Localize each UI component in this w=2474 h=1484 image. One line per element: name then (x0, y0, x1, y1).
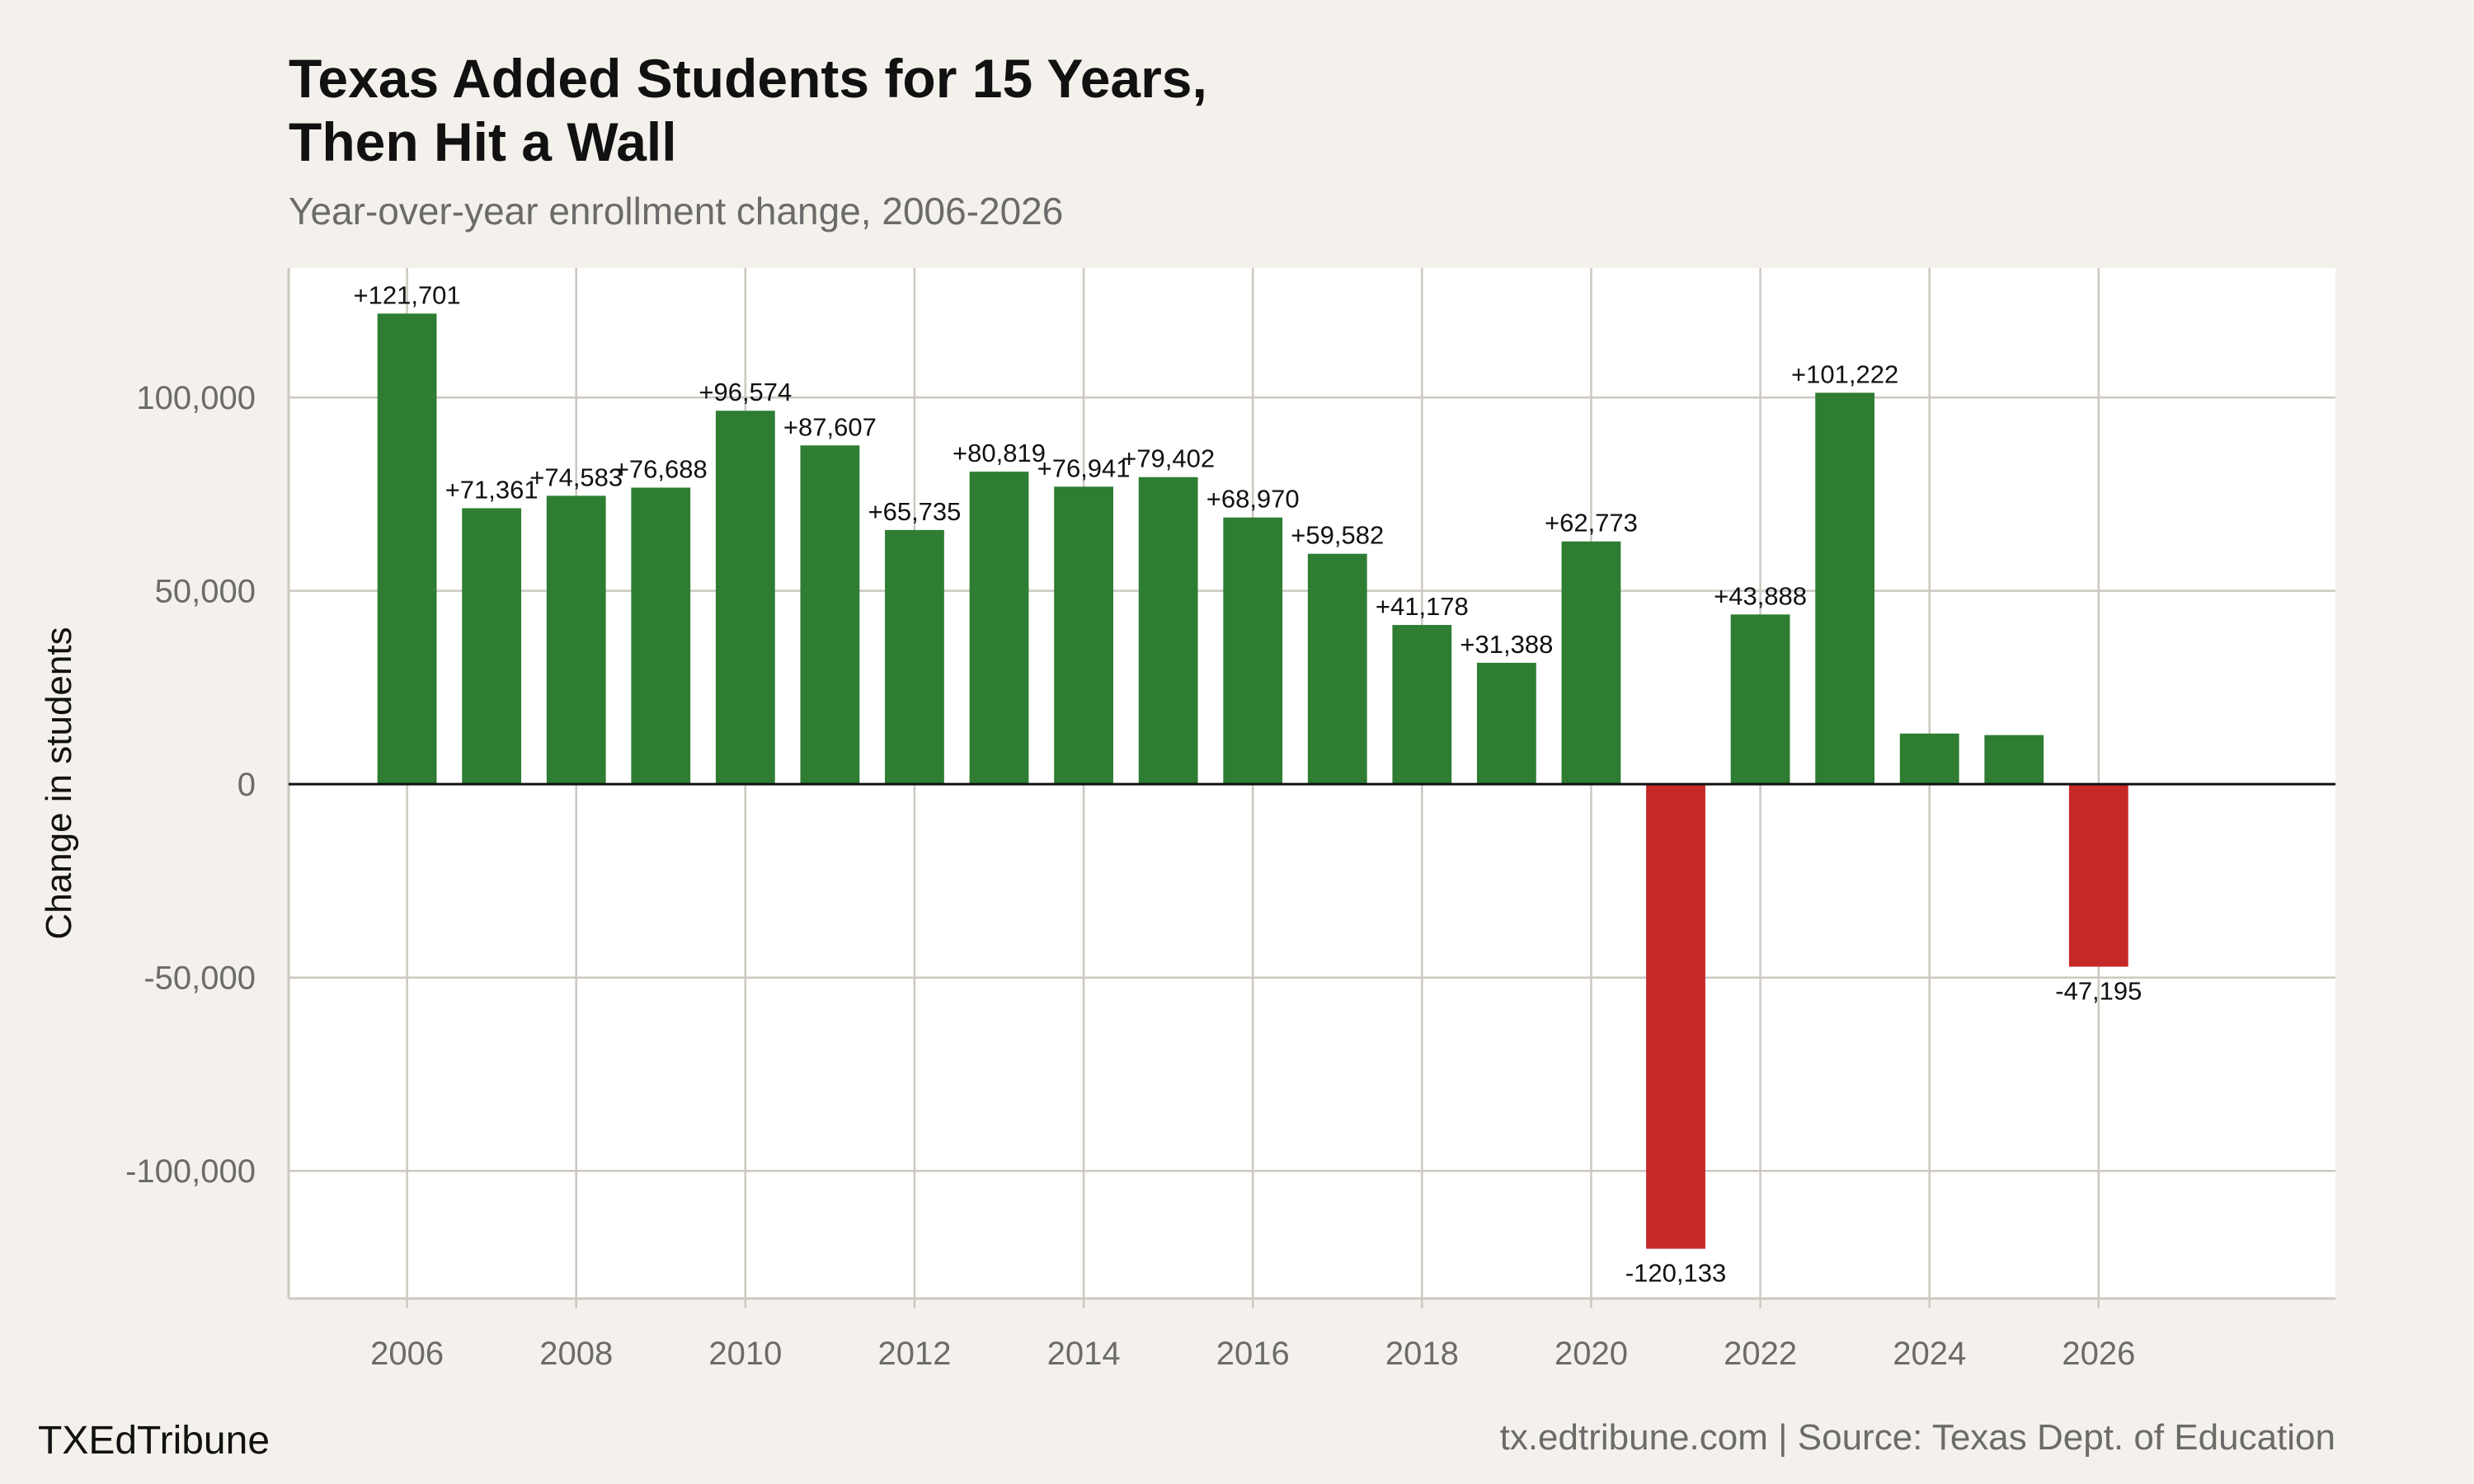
data-label-2014: +76,941 (1037, 453, 1131, 482)
data-label-2009: +76,688 (614, 454, 708, 483)
y-axis-label: Change in students (39, 627, 79, 939)
bar-2010 (715, 411, 775, 785)
y-tick-label: -50,000 (143, 960, 256, 997)
x-tick-label: 2024 (1893, 1336, 1966, 1372)
axes: 100,000 50,000 0 -50,000 -100,000 2006 2008 201… (125, 268, 2335, 1372)
data-label-2006: +121,701 (354, 280, 461, 309)
x-tick-label: 2010 (708, 1336, 782, 1372)
bar-2016 (1223, 517, 1283, 785)
data-label-2026: -47,195 (2055, 977, 2142, 1006)
y-tick-label: -100,000 (125, 1153, 256, 1190)
bar-2009 (631, 487, 691, 785)
bar-2024 (1899, 733, 1959, 785)
bar-2021 (1646, 784, 1705, 1249)
data-label-2007: +71,361 (445, 475, 539, 504)
chart-title-line-1: Texas Added Students for 15 Years, (289, 48, 1207, 109)
x-tick-label: 2020 (1554, 1336, 1628, 1372)
x-tick-label: 2022 (1724, 1336, 1797, 1372)
bar-2020 (1561, 541, 1621, 785)
data-label-2010: +96,574 (698, 378, 792, 406)
chart-subtitle: Year-over-year enrollment change, 2006-2… (289, 190, 1063, 232)
bar-2018 (1392, 625, 1452, 785)
x-tick-label: 2014 (1047, 1336, 1121, 1372)
y-tick-label: 50,000 (155, 574, 256, 610)
data-label-2015: +79,402 (1122, 444, 1215, 473)
x-tick-label: 2008 (539, 1336, 613, 1372)
x-tick-label: 2006 (370, 1336, 444, 1372)
x-tick-label: 2016 (1216, 1336, 1290, 1372)
y-tick-label: 100,000 (136, 380, 256, 416)
data-label-2008: +74,583 (529, 463, 623, 491)
bar-2012 (885, 529, 944, 785)
data-label-2021: -120,133 (1625, 1259, 1726, 1288)
bar-2023 (1815, 392, 1875, 785)
bar-2025 (1984, 735, 2044, 785)
bar-2022 (1730, 614, 1790, 785)
data-label-2019: +31,388 (1460, 630, 1553, 659)
data-label-2023: +101,222 (1791, 359, 1898, 388)
data-labels: +121,701 +71,361+74,583+76,688 +96,574 +87,… (354, 280, 2142, 1287)
bar-2006 (377, 313, 437, 785)
data-label-2022: +43,888 (1714, 581, 1807, 610)
bar-2011 (800, 445, 860, 785)
footer-brand: TXEdTribune (38, 1419, 270, 1463)
x-tick-label: 2018 (1385, 1336, 1459, 1372)
data-label-2013: +80,819 (952, 439, 1046, 467)
x-tick-label: 2012 (877, 1336, 951, 1372)
bar-2008 (546, 495, 606, 785)
footer-source: tx.edtribune.com | Source: Texas Dept. o… (1500, 1417, 2335, 1458)
chart-title-line-2: Then Hit a Wall (289, 111, 677, 172)
data-label-2012: +65,735 (868, 497, 961, 526)
data-label-2017: +59,582 (1291, 521, 1384, 550)
data-label-2018: +41,178 (1376, 592, 1469, 621)
data-label-2011: +87,607 (783, 412, 877, 441)
x-tick-label: 2026 (2062, 1336, 2135, 1372)
bar-2019 (1476, 662, 1536, 785)
bar-2015 (1138, 477, 1198, 785)
bar-2017 (1307, 553, 1367, 785)
bars (377, 313, 2128, 1249)
bar-2013 (969, 472, 1029, 785)
bar-2007 (462, 508, 522, 785)
data-label-2020: +62,773 (1545, 509, 1638, 538)
data-label-2016: +68,970 (1206, 485, 1300, 514)
bar-2014 (1054, 486, 1113, 785)
bar-2026 (2068, 784, 2128, 967)
y-tick-label: 0 (238, 767, 256, 803)
